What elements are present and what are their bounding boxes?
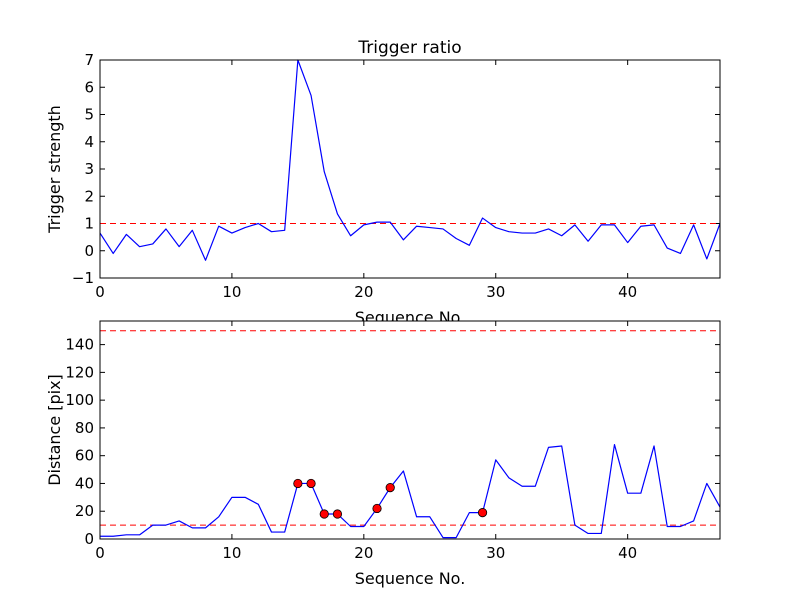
y-tick-label: 5 (84, 106, 94, 124)
bottom-distance-chart: 0 10 20 30 40 0 20 40 60 80 100 120 140 Sequence No. D… (45, 320, 721, 588)
highlight-point (306, 478, 316, 489)
y-tick-label: 7 (84, 51, 94, 69)
y-axis-label: Trigger strength (45, 105, 64, 234)
x-axis-label: Sequence No. (355, 569, 466, 588)
y-tick-label: 140 (65, 336, 94, 354)
y-tick-label: 60 (75, 447, 94, 465)
plot-area (100, 321, 720, 539)
y-tick-label: 120 (65, 363, 94, 381)
y-tick-label: 4 (84, 133, 94, 151)
y-tick-label: −1 (72, 269, 94, 287)
y-tick-label: 20 (75, 502, 94, 520)
plot-area (100, 60, 720, 278)
y-tick-label: 0 (84, 530, 94, 548)
y-axis-label: Distance [pix] (45, 374, 64, 486)
x-tick-label: 20 (354, 283, 373, 301)
series-line-0 (100, 443, 721, 539)
x-tick-label: 10 (222, 544, 241, 562)
y-tick-label: 80 (75, 419, 94, 437)
axes-frame (99, 59, 721, 279)
x-tick-label: 30 (486, 283, 505, 301)
highlight-point (372, 503, 382, 514)
x-tick-label: 0 (95, 283, 105, 301)
x-tick-label: 40 (618, 544, 637, 562)
y-tick-label: 40 (75, 474, 94, 492)
highlight-point (319, 509, 329, 519)
x-tick-label: 40 (618, 283, 637, 301)
y-tick-label: 0 (84, 242, 94, 260)
y-tick-label: 1 (84, 215, 94, 233)
axes-frame (99, 320, 721, 540)
x-tick-label: 10 (222, 283, 241, 301)
figure-title: Trigger ratio (357, 38, 461, 58)
highlight-point (332, 509, 343, 519)
x-tick-label: 0 (95, 544, 105, 562)
y-tick-label: 100 (65, 391, 94, 409)
series-line-0 (99, 59, 721, 261)
x-tick-label: 20 (354, 544, 373, 562)
y-tick-label: 3 (84, 160, 94, 178)
highlight-point (477, 508, 488, 518)
highlight-point (385, 483, 395, 493)
highlight-point (293, 478, 303, 489)
y-tick-label: 6 (84, 78, 94, 96)
y-tick-label: 2 (84, 187, 94, 205)
x-tick-label: 30 (486, 544, 505, 562)
